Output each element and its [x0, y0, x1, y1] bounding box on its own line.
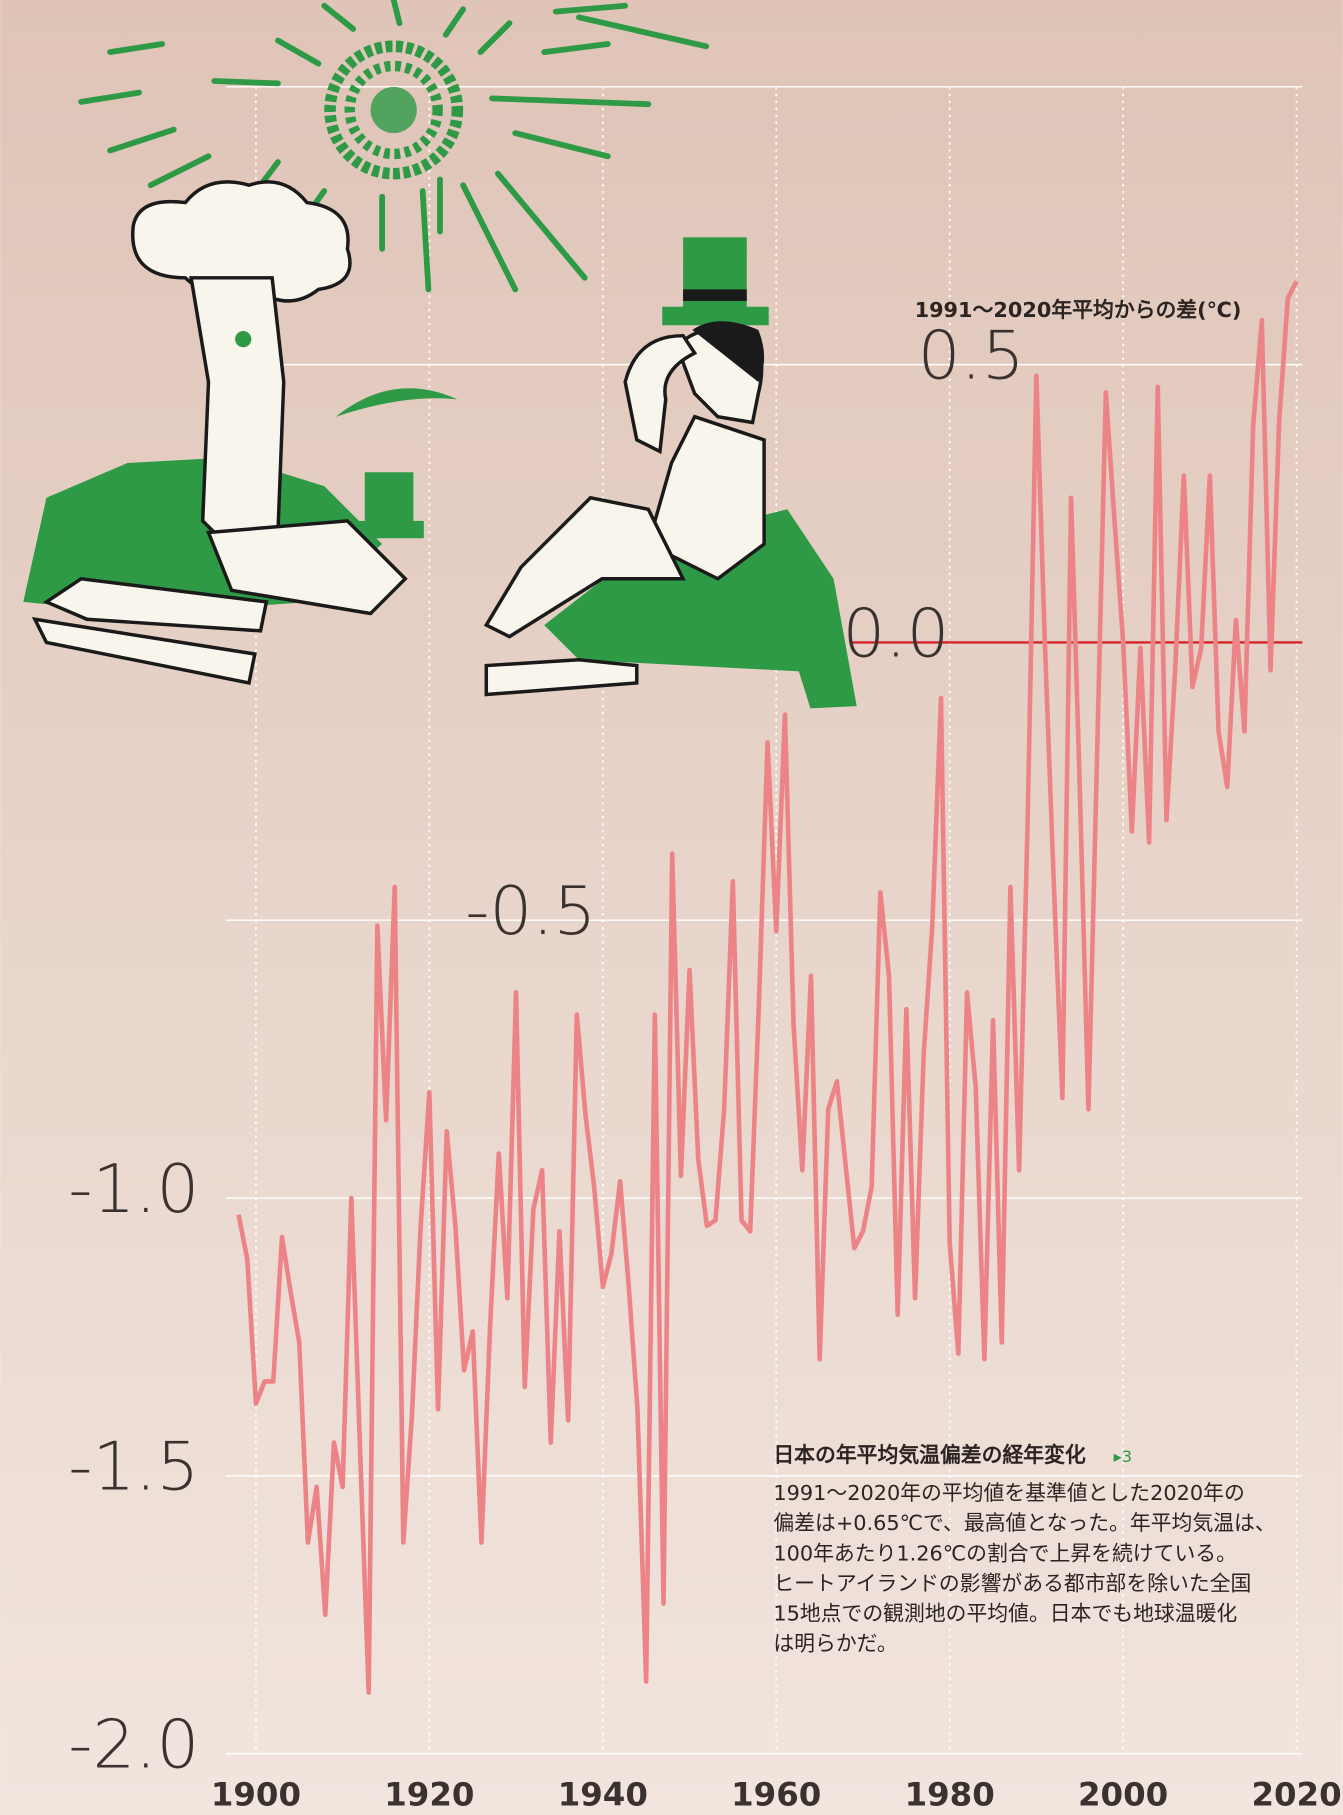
y-tick-label: 0.5 [918, 316, 1025, 394]
line-series [236, 280, 1299, 1695]
note-title: 日本の年平均気温偏差の経年変化 [773, 1443, 1086, 1467]
y-tick-label: 0.0 [843, 594, 950, 672]
note-line: は明らかだ。 [773, 1632, 897, 1656]
y-tick-label: -1.0 [68, 1150, 199, 1228]
note-line: 100年あたり1.26℃の割合で上昇を続けている。 [773, 1541, 1237, 1565]
x-tick-label: 2000 [1078, 1776, 1168, 1814]
note-line: 1991〜2020年の平均値を基準値とした2020年の [773, 1481, 1244, 1505]
x-tick-label: 1900 [211, 1776, 301, 1814]
x-tick-label: 1980 [905, 1776, 995, 1814]
y-tick-label: -0.5 [465, 872, 596, 950]
y-tick-label: -2.0 [68, 1706, 199, 1784]
x-tick-label: 2020 [1251, 1776, 1341, 1814]
data [236, 280, 1299, 1695]
note-body: 1991〜2020年の平均値を基準値とした2020年の偏差は+0.65℃で、最高… [773, 1481, 1275, 1655]
x-tick-label: 1960 [731, 1776, 821, 1814]
y-axis-label: 1991〜2020年平均からの差(℃) [915, 298, 1242, 322]
y-tick-label: -1.5 [68, 1428, 199, 1506]
grid [225, 86, 1303, 1755]
note-line: 15地点での観測地の平均値。日本でも地球温暖化 [773, 1602, 1237, 1626]
x-tick-label: 1940 [558, 1776, 648, 1814]
note-ref: ▸3 [1114, 1447, 1132, 1466]
x-tick-label: 1920 [384, 1776, 474, 1814]
note-line: 偏差は+0.65℃で、最高値となった。年平均気温は、 [773, 1511, 1275, 1535]
note-line: ヒートアイランドの影響がある都市部を除いた全国 [773, 1571, 1251, 1595]
illustration [23, 0, 857, 709]
